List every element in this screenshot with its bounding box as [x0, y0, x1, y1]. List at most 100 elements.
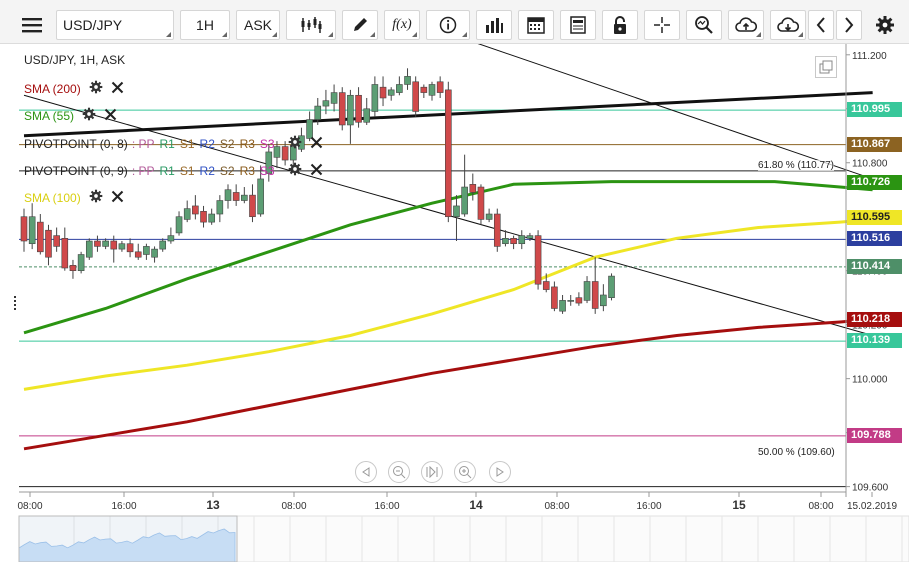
candle[interactable] — [118, 243, 126, 250]
candle[interactable] — [249, 194, 256, 218]
symbol-selector[interactable]: USD/JPY — [56, 10, 174, 40]
candle[interactable] — [436, 81, 444, 93]
candle[interactable] — [502, 238, 509, 245]
scroll-left-button[interactable] — [355, 461, 377, 483]
candle[interactable] — [37, 221, 44, 253]
info-button[interactable] — [426, 10, 470, 40]
gear-icon[interactable] — [89, 189, 103, 206]
close-icon[interactable] — [310, 136, 323, 152]
candle[interactable] — [159, 240, 167, 250]
gear-icon[interactable] — [82, 107, 96, 124]
candle[interactable] — [567, 300, 575, 302]
plot-area[interactable] — [19, 44, 846, 492]
candle[interactable] — [28, 216, 36, 245]
candle[interactable] — [102, 240, 109, 247]
candle[interactable] — [216, 200, 224, 215]
candle[interactable] — [192, 205, 199, 215]
zoom-search-button[interactable] — [686, 10, 722, 40]
lock-button[interactable] — [602, 10, 638, 40]
bar-chart-button[interactable] — [476, 10, 512, 40]
next-button[interactable] — [836, 10, 862, 40]
report-button[interactable] — [560, 10, 596, 40]
candle[interactable] — [591, 281, 599, 309]
candle[interactable] — [534, 235, 542, 285]
candle[interactable] — [200, 211, 207, 223]
trendline[interactable] — [432, 44, 873, 180]
close-icon[interactable] — [111, 81, 124, 97]
cloud-download-button[interactable] — [770, 10, 806, 40]
candle[interactable] — [338, 92, 346, 126]
candle[interactable] — [445, 89, 452, 218]
candle[interactable] — [559, 300, 566, 312]
candle[interactable] — [485, 213, 493, 220]
candle[interactable] — [77, 254, 85, 271]
draw-button[interactable] — [342, 10, 378, 40]
candle[interactable] — [518, 235, 526, 245]
candle[interactable] — [412, 81, 419, 112]
candle[interactable] — [477, 186, 485, 220]
candle[interactable] — [379, 86, 387, 99]
candle[interactable] — [608, 275, 615, 298]
candle[interactable] — [600, 294, 607, 307]
candle[interactable] — [330, 92, 338, 104]
candle[interactable] — [322, 100, 330, 107]
candle-type-button[interactable] — [286, 10, 336, 40]
candle[interactable] — [306, 119, 313, 139]
candle[interactable] — [387, 89, 395, 96]
zoom-out-button[interactable] — [388, 461, 410, 483]
gear-icon[interactable] — [288, 162, 302, 179]
settings-button[interactable] — [872, 10, 898, 40]
candle[interactable] — [151, 248, 158, 258]
candle[interactable] — [289, 146, 297, 161]
candle[interactable] — [583, 281, 591, 301]
candle[interactable] — [551, 286, 558, 309]
candle[interactable] — [273, 146, 281, 158]
candle[interactable] — [493, 213, 501, 247]
candle[interactable] — [53, 235, 60, 247]
candle[interactable] — [224, 189, 232, 201]
candle[interactable] — [126, 243, 134, 253]
candle[interactable] — [208, 213, 215, 223]
gear-icon[interactable] — [89, 80, 103, 97]
candle[interactable] — [575, 297, 583, 304]
price-chart[interactable]: 111.200111.000110.800110.400110.200110.0… — [0, 44, 909, 562]
scroll-right-button[interactable] — [489, 461, 511, 483]
candle[interactable] — [453, 205, 460, 218]
timeframe-selector[interactable]: 1H — [180, 10, 230, 40]
candle[interactable] — [510, 238, 517, 245]
candle[interactable] — [20, 216, 28, 242]
close-icon[interactable] — [111, 190, 124, 206]
prev-button[interactable] — [808, 10, 834, 40]
candle[interactable] — [134, 251, 142, 258]
cloud-upload-button[interactable] — [728, 10, 764, 40]
candle[interactable] — [183, 208, 191, 220]
calendar-button[interactable] — [518, 10, 554, 40]
close-icon[interactable] — [104, 108, 117, 124]
candle[interactable] — [355, 94, 362, 123]
candle[interactable] — [396, 84, 403, 93]
candle[interactable] — [61, 238, 69, 269]
candle[interactable] — [281, 146, 289, 161]
close-icon[interactable] — [310, 163, 323, 179]
indicator-button[interactable]: f(x) — [384, 10, 420, 40]
candle[interactable] — [371, 84, 379, 112]
candle[interactable] — [314, 105, 322, 120]
menu-icon[interactable] — [14, 10, 50, 40]
candle[interactable] — [94, 240, 101, 247]
candle[interactable] — [241, 194, 248, 201]
candle[interactable] — [110, 240, 118, 250]
navigator-window[interactable] — [18, 515, 238, 562]
reset-view-button[interactable] — [421, 461, 443, 483]
gear-icon[interactable] — [288, 135, 302, 152]
candle[interactable] — [347, 94, 354, 126]
price-type-selector[interactable]: ASK — [236, 10, 280, 40]
candle[interactable] — [265, 151, 273, 174]
candle[interactable] — [542, 281, 550, 290]
candle[interactable] — [363, 108, 371, 123]
candle[interactable] — [85, 240, 93, 258]
snapshot-button[interactable] — [815, 56, 837, 78]
candle[interactable] — [69, 265, 77, 271]
candle[interactable] — [428, 84, 436, 96]
candle[interactable] — [45, 229, 52, 258]
crosshair-button[interactable] — [644, 10, 680, 40]
